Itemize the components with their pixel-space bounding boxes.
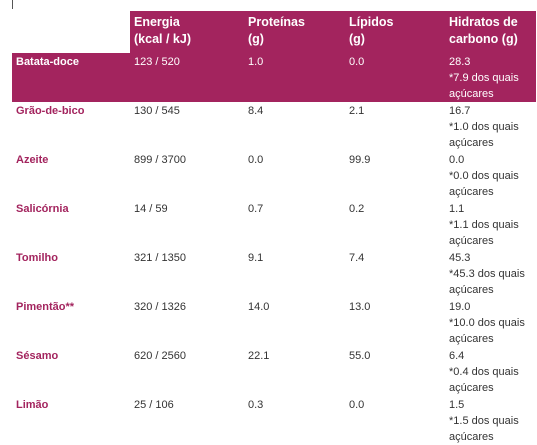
table-row: Salicórnia 14 / 59 0.7 0.2 1.1 *1.1 dos q… <box>12 200 536 249</box>
energy-cell: 25 / 106 <box>134 399 174 411</box>
sugars-note: *10.0 dos quais açúcares <box>449 317 525 345</box>
carbs-cell: 0.0 *0.0 dos quais açúcares <box>445 151 536 200</box>
protein-cell: 9.1 <box>248 252 264 264</box>
ingredient-name: Tomilho <box>16 252 58 264</box>
sugars-note: *1.1 dos quais açúcares <box>449 219 519 247</box>
protein-cell: 8.4 <box>248 105 264 117</box>
text-cursor-mark <box>12 0 13 9</box>
lipids-cell: 0.2 <box>349 203 365 215</box>
table-row: Batata-doce 123 / 520 1.0 0.0 28.3 *7.9 d… <box>12 53 536 102</box>
header-energy: Energia (kcal / kJ) <box>130 11 244 53</box>
table-row: Grão-de-bico 130 / 545 8.4 2.1 16.7 *1.0 … <box>12 102 536 151</box>
header-blank-cell <box>12 11 130 53</box>
energy-cell: 620 / 2560 <box>134 350 186 362</box>
lipids-cell: 13.0 <box>349 301 371 313</box>
carbs-cell: 1.1 *1.1 dos quais açúcares <box>445 200 536 249</box>
ingredient-name: Sésamo <box>16 350 59 362</box>
carbs-cell: 19.0 *10.0 dos quais açúcares <box>445 298 536 347</box>
table-row: Pimentão** 320 / 1326 14.0 13.0 19.0 *10.… <box>12 298 536 347</box>
sugars-note: *45.3 dos quais açúcares <box>449 268 525 296</box>
carbs-cell: 28.3 *7.9 dos quais açúcares <box>445 53 536 102</box>
sugars-note: *1.0 dos quais açúcares <box>449 121 519 149</box>
sugars-note: *0.0 dos quais açúcares <box>449 170 519 198</box>
energy-cell: 123 / 520 <box>130 53 244 102</box>
ingredient-name: Salicórnia <box>16 203 69 215</box>
table-row: Sésamo 620 / 2560 22.1 55.0 6.4 *0.4 dos … <box>12 347 536 396</box>
energy-cell: 130 / 545 <box>134 105 180 117</box>
sugars-note: *7.9 dos quais açúcares <box>449 72 519 100</box>
carbs-cell: 6.4 *0.4 dos quais açúcares <box>445 347 536 396</box>
energy-cell: 14 / 59 <box>134 203 168 215</box>
ingredient-name: Batata-doce <box>12 53 130 102</box>
energy-cell: 320 / 1326 <box>134 301 186 313</box>
ingredient-name: Azeite <box>16 154 49 166</box>
table-row: Tomilho 321 / 1350 9.1 7.4 45.3 *45.3 dos… <box>12 249 536 298</box>
sugars-note: *1.5 dos quais açúcares <box>449 415 519 443</box>
nutrition-table: Energia (kcal / kJ) Proteínas (g) Lípidos(… <box>12 11 536 445</box>
lipids-cell: 2.1 <box>349 105 365 117</box>
sugars-note: *0.4 dos quais açúcares <box>449 366 519 394</box>
protein-cell: 0.3 <box>248 399 264 411</box>
table-row: Azeite 899 / 3700 0.0 99.9 0.0 *0.0 dos q… <box>12 151 536 200</box>
ingredient-name: Pimentão** <box>16 301 75 313</box>
header-lipids: Lípidos (g) <box>345 11 445 53</box>
ingredient-name: Grão-de-bico <box>16 105 85 117</box>
energy-cell: 899 / 3700 <box>134 154 186 166</box>
carbs-cell: 45.3 *45.3 dos quais açúcares <box>445 249 536 298</box>
lipids-cell: 99.9 <box>349 154 371 166</box>
header-row: Energia (kcal / kJ) Proteínas (g) Lípidos(… <box>12 11 536 53</box>
protein-cell: 0.7 <box>248 203 264 215</box>
lipids-cell: 7.4 <box>349 252 365 264</box>
energy-cell: 321 / 1350 <box>134 252 186 264</box>
lipids-cell: 0.0 <box>345 53 445 102</box>
header-protein: Proteínas (g) <box>244 11 345 53</box>
table-row: Limão 25 / 106 0.3 0.0 1.5 *1.5 dos quais… <box>12 396 536 445</box>
protein-cell: 22.1 <box>248 350 270 362</box>
protein-cell: 0.0 <box>248 154 264 166</box>
header-carbs: Hidratos de carbono (g) <box>445 11 536 53</box>
protein-cell: 14.0 <box>248 301 270 313</box>
carbs-cell: 16.7 *1.0 dos quais açúcares <box>445 102 536 151</box>
protein-cell: 1.0 <box>244 53 345 102</box>
ingredient-name: Limão <box>16 399 49 411</box>
lipids-cell: 0.0 <box>349 399 365 411</box>
lipids-cell: 55.0 <box>349 350 371 362</box>
carbs-cell: 1.5 *1.5 dos quais açúcares <box>445 396 536 445</box>
